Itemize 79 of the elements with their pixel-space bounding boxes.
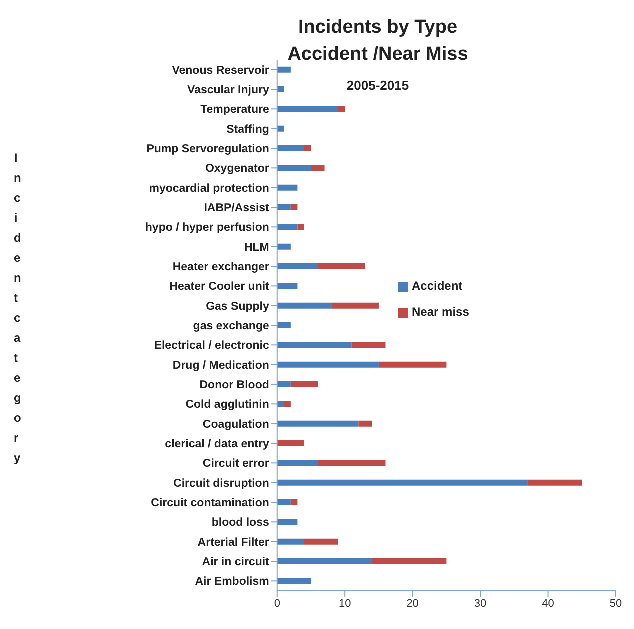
x-tick-label: 50 (610, 598, 622, 610)
bar (277, 106, 338, 112)
bar (332, 302, 379, 309)
bar (318, 460, 386, 466)
bar (352, 342, 386, 348)
bar (290, 204, 298, 211)
y-tick-label: Staffing (226, 124, 270, 136)
bar (378, 362, 447, 368)
bar (298, 224, 304, 230)
bar (277, 420, 359, 427)
y-tick-label: Venous Reservoir (172, 64, 270, 77)
bar (277, 382, 291, 388)
bar (338, 106, 346, 112)
y-tick-label: Cold agglutinin (186, 399, 270, 412)
text: Incident category (14, 151, 22, 465)
y-tick-label: Heater Cooler unit (170, 281, 270, 294)
bar (304, 146, 312, 152)
y-tick-label: Circuit disruption (174, 478, 270, 490)
bar (277, 204, 291, 211)
bar (277, 519, 298, 526)
bar (277, 264, 318, 270)
y-tick-label: blood loss (212, 517, 270, 530)
bar (277, 184, 298, 191)
bar (277, 578, 312, 584)
bar (277, 224, 298, 230)
y-tick-label: Pump Servoregulation (146, 144, 270, 156)
bar (277, 500, 291, 506)
y-tick-label: Electrical / electronic (154, 340, 270, 352)
legend-label: Accident (412, 279, 463, 293)
y-tick-label: Donor Blood (200, 380, 270, 392)
x-tick-label: 40 (542, 598, 554, 610)
bar (277, 538, 304, 545)
bar (277, 244, 291, 250)
y-tick-label: Gas Supply (206, 300, 270, 313)
bar (277, 283, 298, 290)
y-tick-label: HLM (244, 242, 270, 254)
y-tick-label: gas exchange (193, 320, 270, 333)
bar (528, 480, 582, 486)
y-tick-label: Vascular Injury (188, 84, 270, 97)
bar (311, 165, 325, 172)
bar (318, 264, 366, 270)
bar (277, 480, 528, 486)
y-tick-label: Coagulation (202, 418, 270, 431)
bar (290, 500, 298, 506)
bar (277, 558, 372, 565)
y-tick-label: IABP/Assist (204, 202, 270, 215)
bar (358, 420, 372, 427)
text: 2005-2015 (346, 78, 410, 93)
bar (277, 362, 379, 368)
bar (304, 538, 338, 545)
bar (277, 342, 352, 348)
y-tick-label: hypo / hyper perfusion (145, 222, 270, 234)
y-tick-label: Circuit error (202, 458, 270, 470)
x-tick-label: 10 (338, 598, 352, 610)
chart-title: Incidents by Type Accident /Near Miss (288, 17, 468, 65)
bar (277, 322, 291, 329)
y-tick-label: Temperature (200, 104, 270, 116)
x-tick-label: 0 (274, 598, 280, 610)
x-tick-label: 20 (406, 598, 419, 610)
y-tick-label: myocardial protection (149, 182, 270, 195)
bar (277, 146, 304, 152)
x-tick-label: 30 (474, 598, 487, 610)
y-tick-label: Oxygenator (205, 163, 270, 176)
y-tick-label: Heater exchanger (172, 262, 270, 274)
bar (277, 460, 318, 466)
y-tick-label: Air Embolism (195, 576, 270, 588)
y-tick-label: Arterial Filter (198, 536, 270, 549)
bar (290, 382, 318, 388)
bar (277, 165, 312, 172)
y-tick-label: Circuit contamination (151, 498, 270, 510)
y-tick-label: Air in circuit (202, 556, 270, 569)
bar (277, 66, 291, 73)
legend-label: Near miss (412, 305, 470, 319)
y-tick-label: clerical / data entry (165, 438, 270, 451)
bar (277, 440, 304, 447)
bar (277, 302, 332, 309)
bar (284, 401, 291, 408)
y-tick-label: Drug / Medication (172, 360, 270, 372)
bar (372, 558, 447, 565)
